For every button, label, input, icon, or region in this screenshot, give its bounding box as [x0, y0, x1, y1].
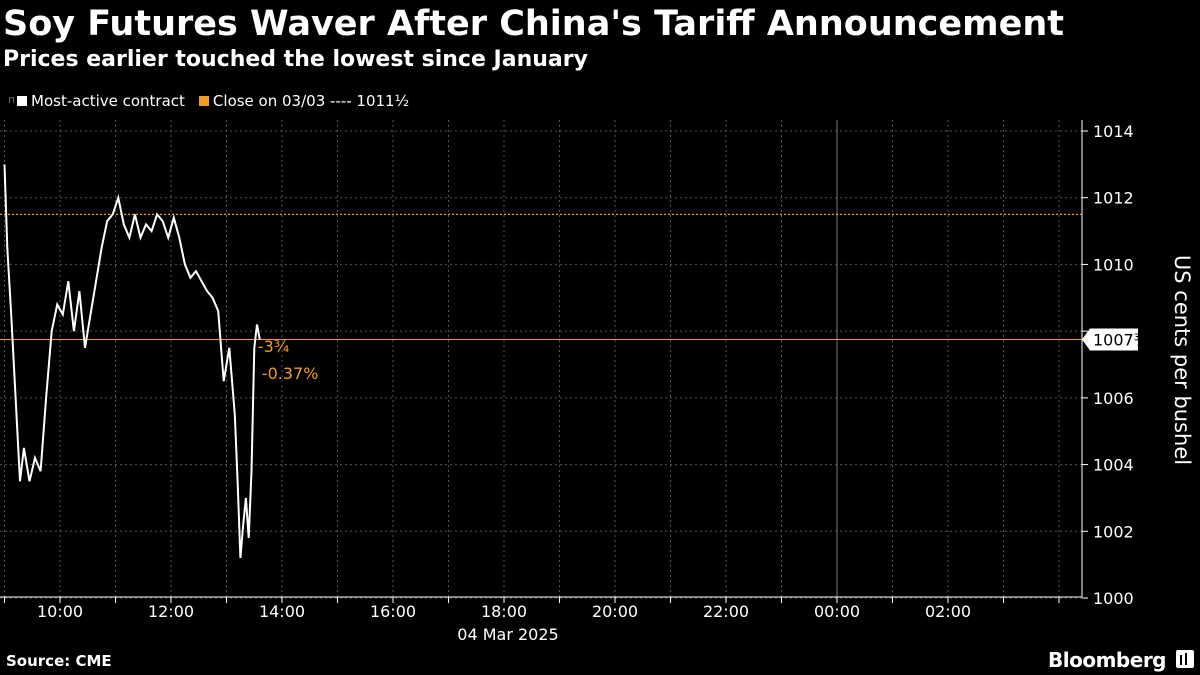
x-tick-label: 10:00	[37, 602, 83, 621]
labels: 10:00 12:00 14:00 16:00 18:00 20:00 22:00 00:00…	[37, 122, 1194, 644]
source-note: Source: CME	[6, 652, 112, 670]
y-tick-label: 1004	[1093, 456, 1134, 475]
brand-logo: Bloomberg	[1048, 648, 1166, 672]
legend-label-price: Most-active contract	[31, 92, 185, 110]
x-tick-label: 02:00	[925, 602, 971, 621]
y-tick-label: 1010	[1093, 255, 1134, 274]
bloomberg-icon	[1176, 650, 1194, 668]
x-tick-label: 18:00	[481, 602, 527, 621]
legend-swatch-white	[17, 96, 28, 106]
x-tick-label: 14:00	[259, 602, 305, 621]
change-label: -3¾	[258, 337, 289, 356]
legend-label-close: Close on 03/03 ---- 1011½	[212, 92, 410, 110]
x-tick-label: 22:00	[703, 602, 749, 621]
y-tick-label: 1012	[1093, 189, 1134, 208]
series	[0, 164, 1082, 559]
last-value-label: 1007¾	[1093, 330, 1149, 349]
y-tick-label: 1002	[1093, 522, 1134, 541]
legend-item-close: Close on 03/03 ---- 1011½	[198, 92, 410, 110]
x-tick-label: 20:00	[592, 602, 638, 621]
chart-subtitle: Prices earlier touched the lowest since …	[3, 47, 588, 72]
y-tick-label: 1006	[1093, 389, 1134, 408]
candle-icon: ⊓	[8, 96, 16, 106]
x-tick-label: 16:00	[370, 602, 416, 621]
grid	[0, 120, 1082, 599]
x-axis-label: 04 Mar 2025	[457, 625, 558, 644]
y-tick-label: 1014	[1093, 122, 1134, 141]
chart-title: Soy Futures Waver After China's Tariff A…	[3, 4, 1064, 44]
price-series-line	[3, 164, 261, 559]
last-value-tag	[1082, 328, 1138, 351]
y-axis-label: US cents per bushel	[1170, 255, 1194, 465]
y-tick-label: 1000	[1093, 589, 1134, 608]
legend-swatch-orange	[198, 96, 209, 106]
change-pct-label: -0.37%	[262, 364, 319, 383]
axes	[0, 120, 1088, 603]
legend-item-price: ⊓ Most-active contract	[8, 92, 185, 110]
x-tick-label: 00:00	[814, 602, 860, 621]
x-tick-label: 12:00	[148, 602, 194, 621]
legend: ⊓ Most-active contract Close on 03/03 --…	[8, 92, 423, 110]
